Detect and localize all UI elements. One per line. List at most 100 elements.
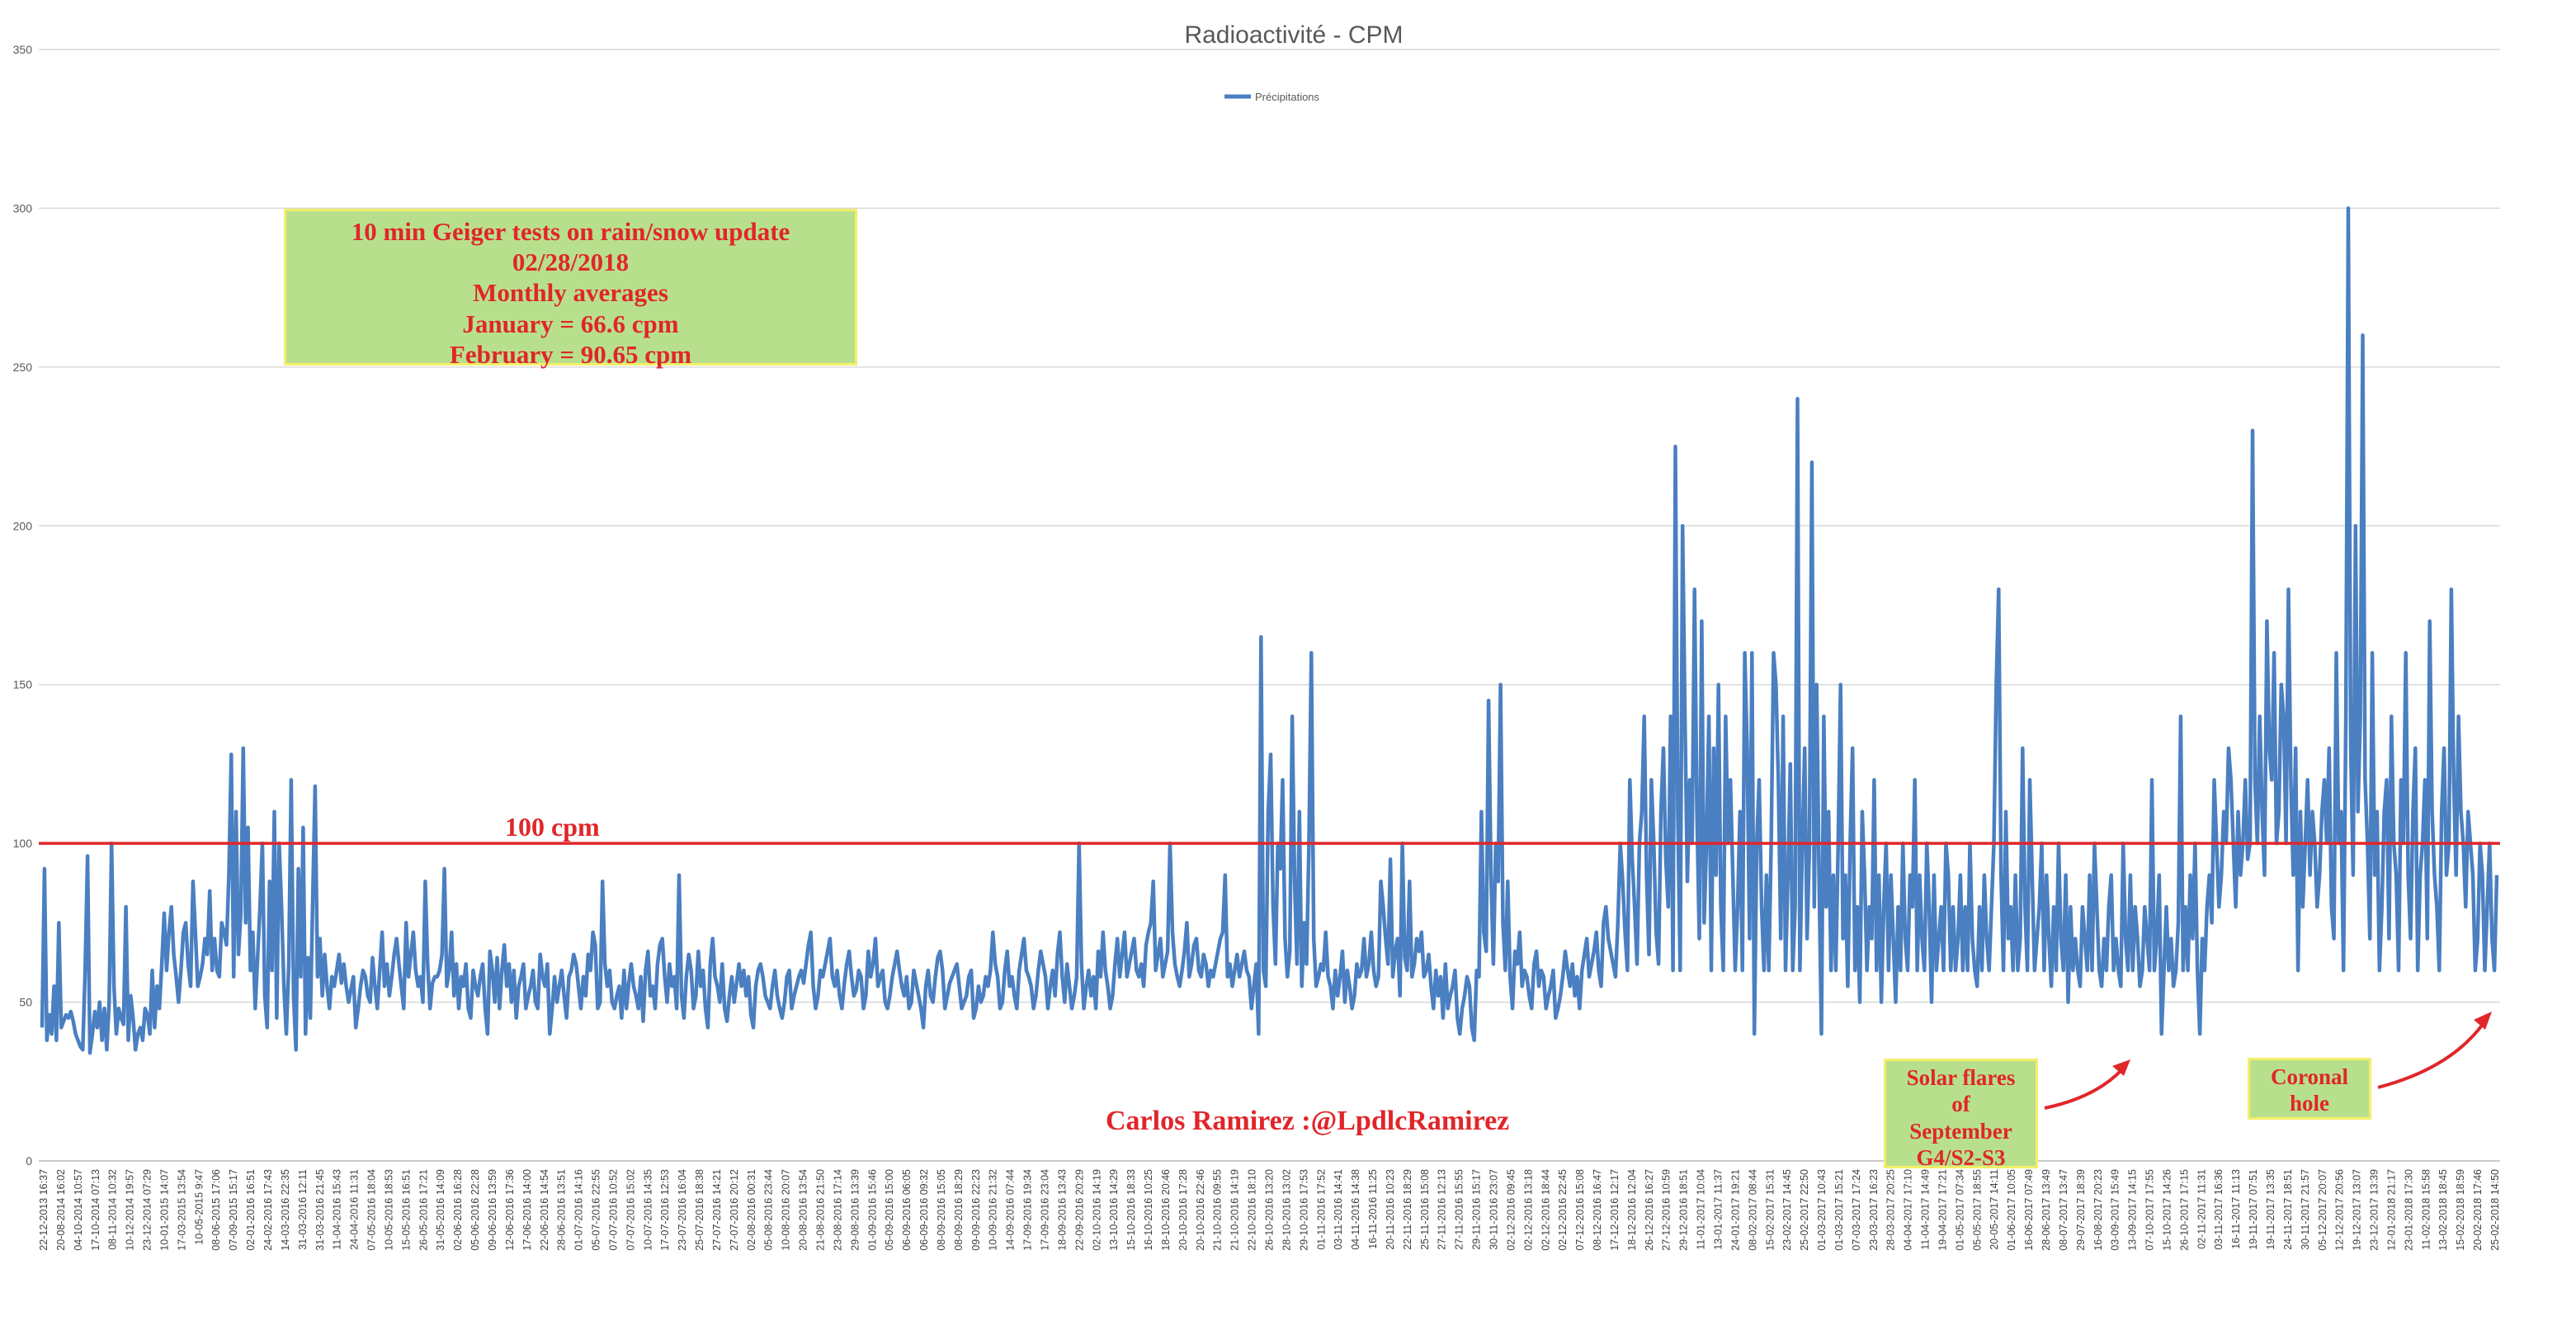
legend-entry-precipitations: Précipitations	[1255, 91, 1320, 103]
x-tick-label: 08-02-2017 08:44	[1747, 1169, 1758, 1251]
x-tick-label: 21-08-2016 21:50	[815, 1169, 827, 1251]
x-tick-label: 16-10-2016 10:25	[1143, 1169, 1154, 1251]
x-tick-label: 28-10-2016 13:02	[1281, 1169, 1292, 1251]
y-tick-label: 100	[13, 837, 33, 850]
x-tick-label: 01-03-2017 15:21	[1833, 1169, 1845, 1251]
x-tick-label: 28-06-2017 13:49	[2041, 1169, 2052, 1251]
y-tick-label: 350	[13, 43, 33, 56]
x-tick-label: 08-12-2016 16:47	[1592, 1169, 1603, 1251]
x-tick-label: 29-10-2016 17:53	[1298, 1169, 1309, 1251]
x-tick-label: 13-10-2016 14:29	[1108, 1169, 1120, 1251]
x-tick-label: 17-07-2016 12:53	[659, 1169, 671, 1251]
x-tick-label: 28-03-2017 20:25	[1885, 1169, 1897, 1251]
x-tick-label: 24-11-2017 18:51	[2282, 1169, 2294, 1250]
info-box-line: 02/28/2018	[512, 248, 630, 277]
x-tick-label: 19-04-2017 17:21	[1937, 1169, 1949, 1251]
info-box-line: Monthly averages	[473, 278, 668, 308]
x-tick-label: 13-09-2017 14:15	[2127, 1169, 2139, 1251]
series-precipitations-line	[40, 206, 2499, 1055]
x-tick-label: 08-09-2016 18:29	[953, 1169, 965, 1251]
x-tick-label: 10-07-2016 14:35	[642, 1169, 653, 1251]
x-tick-label: 08-06-2015 17:06	[210, 1169, 222, 1251]
y-tick-label: 200	[13, 519, 33, 532]
x-tick-label: 23-01-2018 17:30	[2403, 1169, 2414, 1251]
x-tick-label: 17-12-2016 12:17	[1609, 1169, 1621, 1251]
x-tick-label: 10-08-2016 20:07	[781, 1169, 792, 1251]
x-tick-label: 27-07-2016 14:21	[711, 1169, 723, 1251]
x-tick-label: 22-12-2013 16:37	[38, 1169, 50, 1251]
x-tick-label: 24-01-2017 19:21	[1729, 1169, 1741, 1251]
x-tick-label: 03-11-2017 16:36	[2213, 1169, 2225, 1250]
x-tick-label: 05-07-2016 22:55	[591, 1169, 602, 1251]
x-tick-label: 07-03-2017 17:24	[1851, 1169, 1862, 1251]
x-tick-label: 11-04-2016 15:43	[332, 1169, 343, 1250]
x-tick-label: 05-12-2017 20:07	[2317, 1169, 2328, 1251]
x-tick-label: 07-07-2016 10:52	[607, 1169, 619, 1251]
coronal-hole-arrowhead	[2474, 1012, 2492, 1030]
y-tick-label: 0	[26, 1154, 32, 1168]
x-tick-label: 19-11-2017 07:51	[2248, 1169, 2259, 1250]
y-axis-tick-labels: 0 50 100 150 200 250 300 350	[13, 43, 33, 1168]
y-tick-label: 50	[19, 996, 32, 1009]
info-box-line: January = 66.6 cpm	[462, 309, 679, 338]
x-tick-label: 16-06-2017 07:49	[2023, 1169, 2035, 1251]
coronal-hole-box: Coronal hole	[2248, 1058, 2371, 1120]
x-tick-label: 02-08-2016 00:31	[746, 1169, 757, 1251]
x-tick-label: 22-06-2016 14:54	[539, 1169, 550, 1251]
credit-text: Carlos Ramirez :@LpdlcRamirez	[1106, 1106, 1510, 1136]
info-box-line: 10 min Geiger tests on rain/snow update	[351, 217, 790, 246]
x-tick-label: 01-09-2016 15:46	[866, 1169, 878, 1251]
x-tick-label: 18-10-2016 20:46	[1160, 1169, 1172, 1251]
x-tick-label: 07-05-2016 18:04	[366, 1169, 378, 1251]
solar-flares-line: of	[1951, 1092, 1970, 1117]
x-tick-label: 10-09-2016 21:32	[988, 1169, 999, 1251]
x-tick-label: 06-09-2016 09:32	[918, 1169, 930, 1251]
info-box-line: February = 90.65 cpm	[449, 339, 692, 369]
x-tick-label: 30-11-2016 23:07	[1489, 1169, 1500, 1250]
x-tick-label: 01-06-2017 10:05	[2006, 1169, 2017, 1251]
x-tick-label: 01-07-2016 14:16	[573, 1169, 585, 1251]
x-tick-label: 05-09-2016 15:00	[884, 1169, 895, 1251]
x-tick-label: 26-05-2016 17:21	[418, 1169, 429, 1251]
x-tick-label: 29-12-2016 18:51	[1678, 1169, 1690, 1251]
x-tick-label: 05-08-2016 23:44	[763, 1169, 775, 1251]
x-tick-label: 10-05-2016 18:53	[384, 1169, 395, 1251]
x-tick-label: 15-10-2016 18:33	[1125, 1169, 1137, 1251]
x-tick-label: 11-02-2018 15:58	[2420, 1169, 2432, 1250]
x-tick-label: 17-09-2016 23:04	[1040, 1169, 1051, 1251]
x-tick-label: 18-12-2016 12:04	[1626, 1169, 1638, 1251]
x-tick-label: 17-09-2016 19:34	[1022, 1169, 1034, 1251]
x-tick-label: 13-02-2018 18:45	[2437, 1169, 2449, 1251]
legend: Précipitations	[1224, 91, 1320, 103]
x-tick-label: 05-06-2016 22:28	[469, 1169, 481, 1251]
x-tick-label: 10-01-2015 14:07	[159, 1169, 171, 1251]
chart-title: Radioactivité - CPM	[1184, 21, 1403, 49]
x-tick-label: 17-10-2014 07:13	[90, 1169, 101, 1251]
coronal-hole-line: Coronal	[2270, 1064, 2348, 1089]
x-tick-label: 31-03-2016 12:11	[297, 1169, 309, 1250]
x-tick-label: 31-05-2016 14:09	[435, 1169, 446, 1251]
x-tick-label: 15-05-2016 16:51	[400, 1169, 412, 1251]
y-tick-label: 250	[13, 361, 33, 374]
x-tick-label: 04-11-2016 14:38	[1350, 1169, 1361, 1250]
reference-line-label: 100 cpm	[505, 812, 600, 842]
x-tick-label: 07-07-2016 15:02	[625, 1169, 636, 1251]
x-tick-label: 07-10-2017 17:55	[2144, 1169, 2156, 1251]
x-tick-label: 20-10-2016 22:46	[1195, 1169, 1206, 1251]
solar-flares-box: Solar flares of September G4/S2-S3	[1884, 1059, 2038, 1170]
x-tick-label: 24-02-2016 17:43	[262, 1169, 274, 1251]
x-tick-label: 15-10-2017 14:26	[2162, 1169, 2173, 1251]
x-tick-label: 22-10-2016 18:10	[1247, 1169, 1258, 1251]
x-tick-label: 20-05-2017 14:11	[1989, 1169, 2000, 1250]
x-tick-label: 12-06-2016 17:36	[504, 1169, 516, 1251]
x-tick-label: 27-11-2016 15:55	[1454, 1169, 1465, 1250]
x-tick-label: 10-05-2015 9:47	[193, 1169, 205, 1245]
y-tick-label: 150	[13, 678, 33, 691]
x-tick-label: 31-03-2016 21:45	[314, 1169, 326, 1251]
x-tick-label: 13-01-2017 11:37	[1713, 1169, 1724, 1250]
x-tick-label: 03-09-2017 15:49	[2110, 1169, 2121, 1251]
x-tick-label: 30-11-2017 21:57	[2300, 1169, 2311, 1250]
x-tick-label: 15-02-2018 18:59	[2455, 1169, 2466, 1251]
solar-flares-line: September	[1909, 1118, 2012, 1144]
x-tick-label: 21-10-2016 09:55	[1212, 1169, 1224, 1251]
